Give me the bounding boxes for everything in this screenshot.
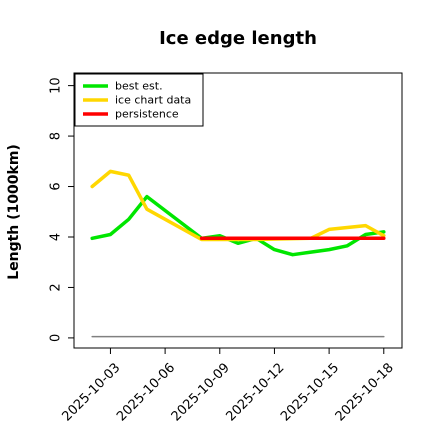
series-line-ice-chart-data — [90, 169, 386, 242]
series-layer — [90, 169, 386, 338]
y-tick-label: 0 — [49, 334, 64, 342]
plot-frame — [73, 72, 403, 349]
y-axis-label: Length (1000km) — [6, 144, 22, 280]
plot-area — [73, 72, 403, 349]
y-tick-label: 2 — [49, 283, 64, 291]
series-line-best-est — [90, 194, 386, 257]
legend-label: ice chart data — [115, 94, 191, 107]
axis-layer: 02468102025-10-032025-10-062025-10-09202… — [49, 77, 397, 424]
chart-title: Ice edge length — [159, 28, 317, 49]
y-tick-label: 10 — [49, 77, 64, 94]
y-tick-label: 4 — [49, 233, 64, 241]
y-tick-label: 8 — [49, 132, 64, 140]
legend-label: persistence — [115, 108, 179, 121]
legend-label: best est. — [115, 80, 163, 93]
y-tick-label: 6 — [49, 182, 64, 190]
x-tick-label: 2025-10-18 — [333, 360, 397, 424]
